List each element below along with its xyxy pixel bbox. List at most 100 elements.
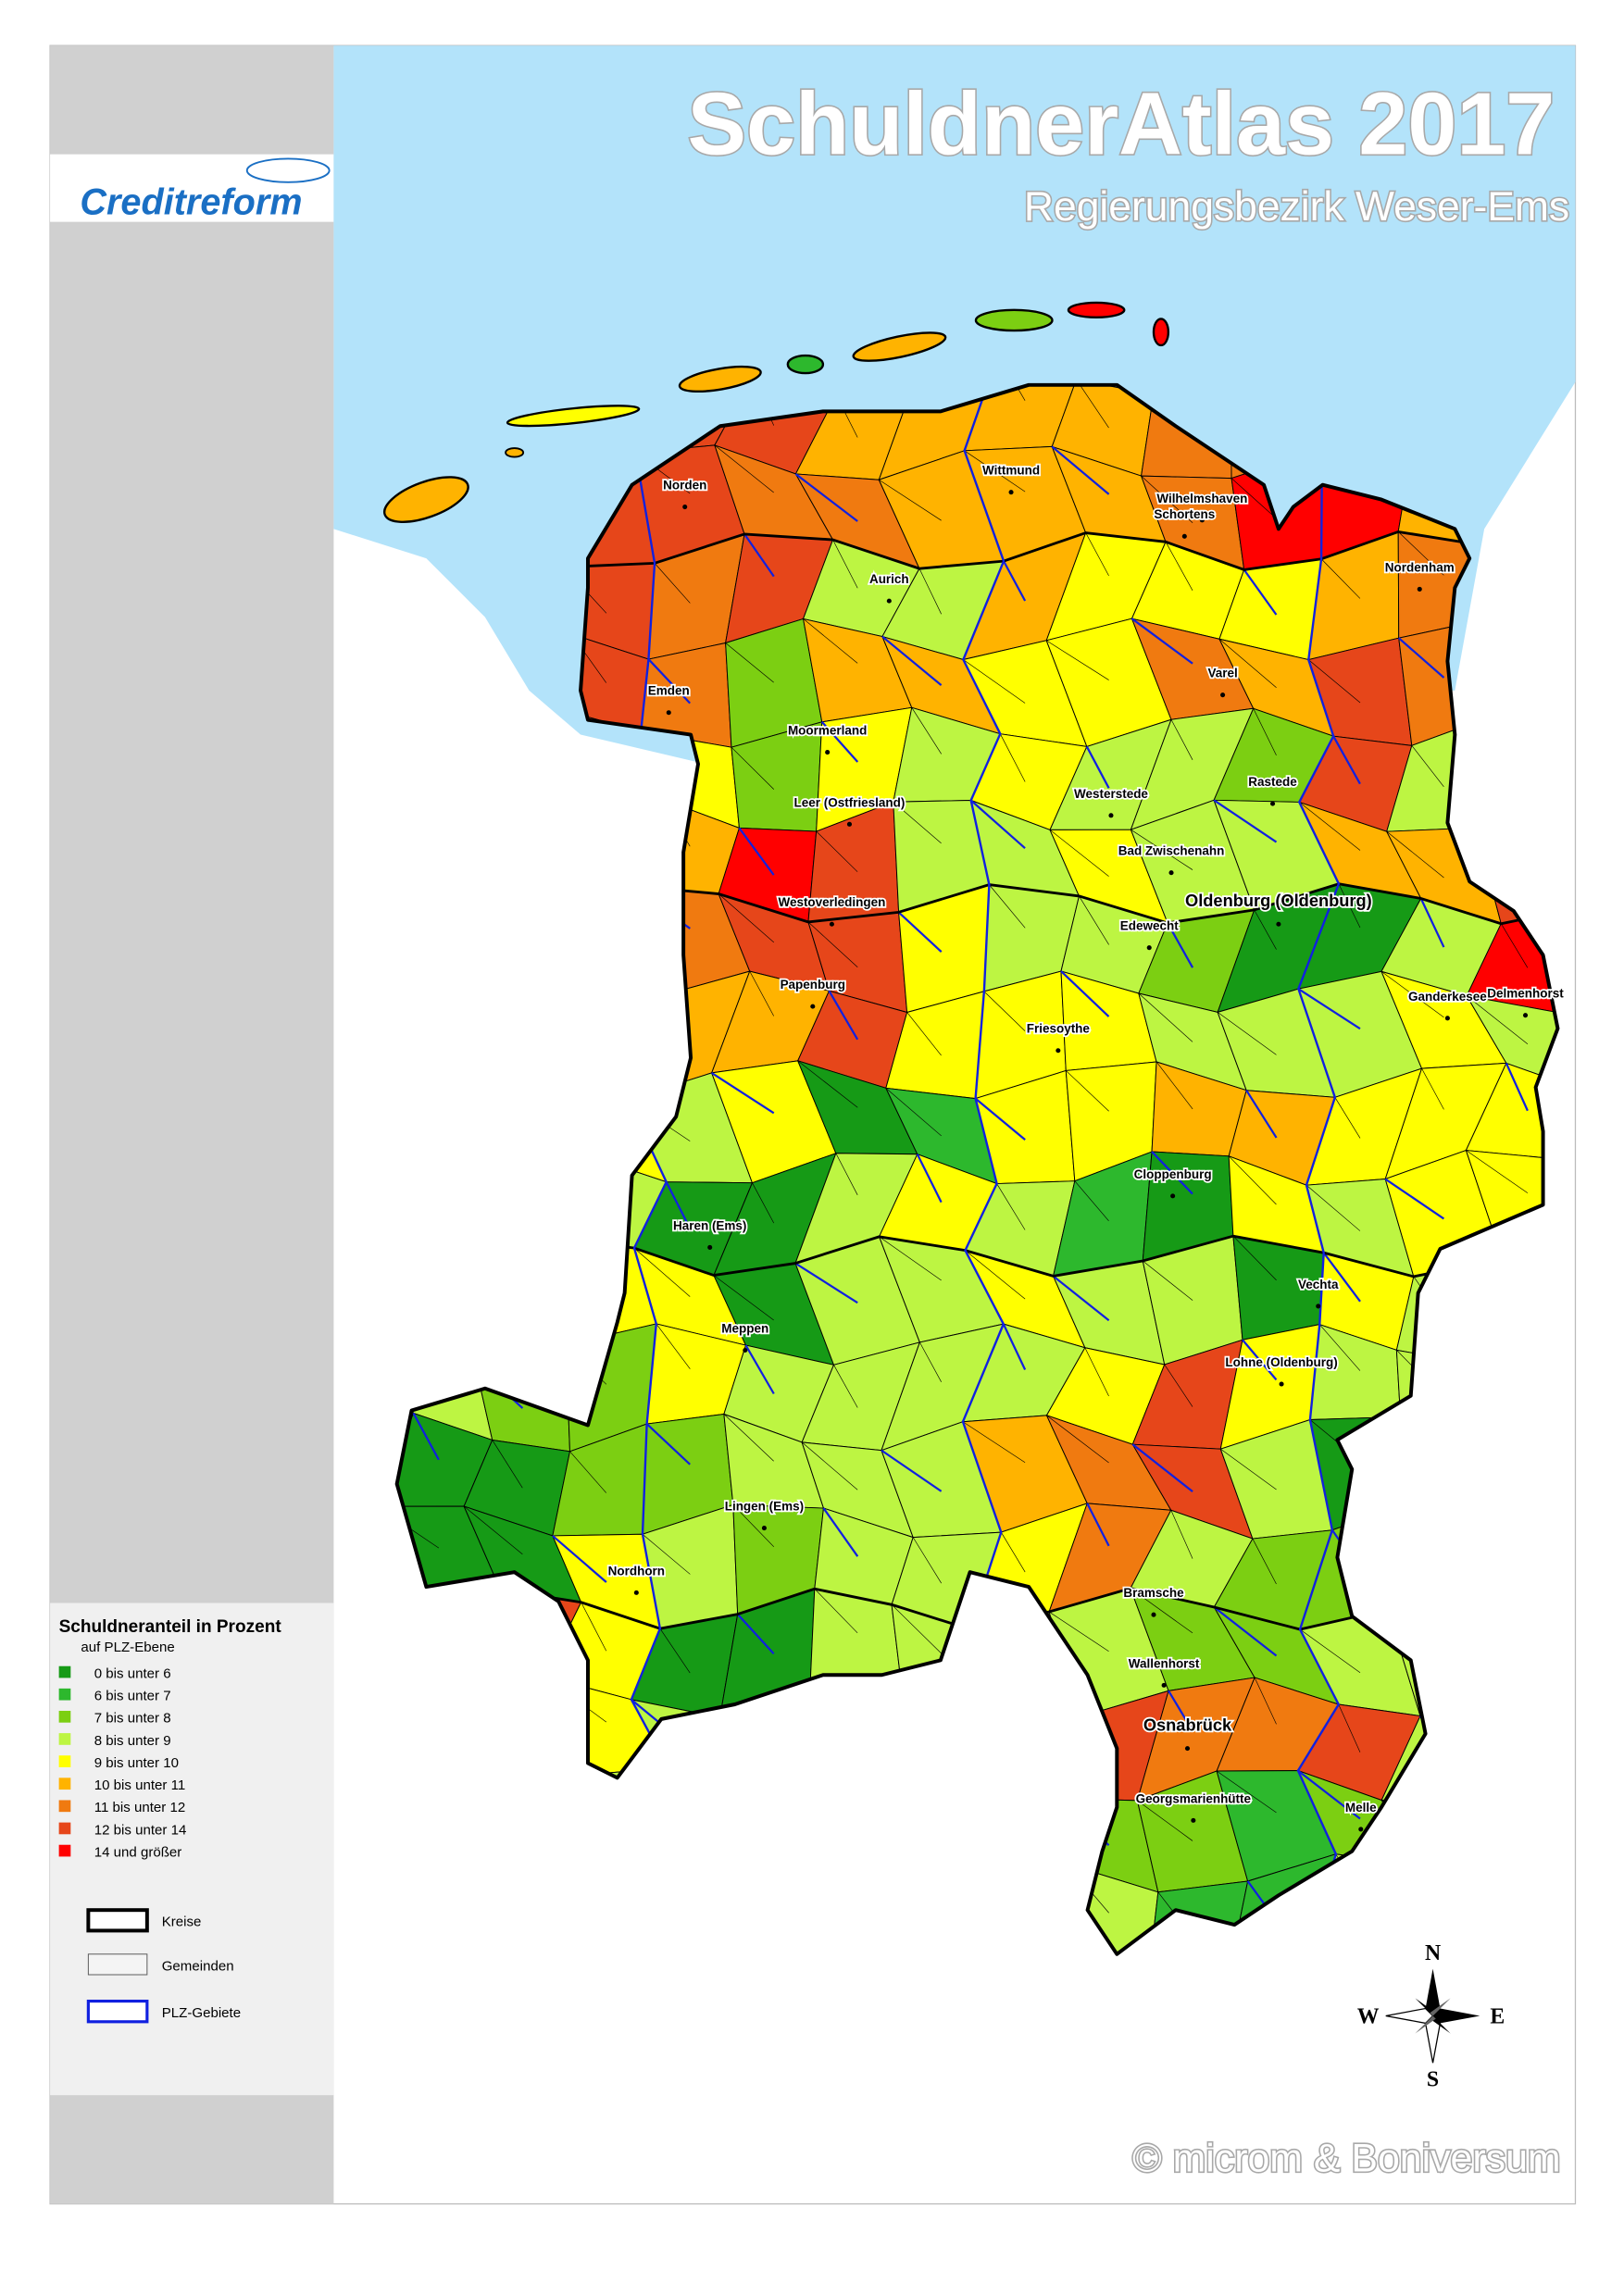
border-line [1254, 1677, 1277, 1725]
border-line [965, 1250, 1026, 1300]
border-line [659, 1628, 691, 1674]
legend-boundary: Kreise [162, 1915, 202, 1930]
legend-swatch [58, 1755, 71, 1767]
place-label: Wallenhorst [1129, 1656, 1200, 1670]
island [974, 308, 1054, 332]
border-line [1138, 992, 1193, 1042]
legend-gemeinden-swatch [87, 1953, 148, 1976]
legend-label: 6 bis unter 7 [94, 1689, 171, 1704]
border-line [906, 1012, 942, 1056]
border-line [807, 921, 858, 967]
border-line [723, 1414, 774, 1462]
legend-kreise-swatch [86, 1908, 149, 1933]
place-label: Georgsmarienhütte [1136, 1791, 1252, 1805]
border-line [881, 635, 943, 686]
border-line [963, 659, 1026, 704]
compass-north: N [1425, 1941, 1441, 1965]
island [505, 447, 525, 458]
border-line [964, 450, 1026, 493]
place-dot [829, 921, 834, 927]
border-line [879, 1236, 942, 1281]
border-line [1131, 617, 1193, 665]
border-line [552, 1535, 607, 1583]
border-line [1320, 558, 1361, 599]
place-label: Emden [648, 684, 690, 698]
border-line [714, 444, 774, 493]
compass-west: W [1357, 2004, 1380, 2028]
border-line [1332, 735, 1361, 785]
place-dot [1170, 1193, 1176, 1199]
border-line [1319, 1324, 1361, 1371]
legend-swatch [58, 1800, 71, 1813]
place-dot [1008, 490, 1014, 495]
legend-swatch [58, 1733, 71, 1745]
place-dot [1108, 813, 1114, 818]
border-line [642, 1533, 691, 1575]
border-line [1048, 1611, 1109, 1652]
border-line [983, 991, 1026, 1031]
legend-subtitle: auf PLZ-Ebene [81, 1640, 174, 1655]
place-dot [1199, 518, 1205, 523]
border-line [803, 618, 858, 664]
island [506, 405, 641, 428]
border-line [656, 1323, 691, 1369]
place-label: Westoverledingen [778, 895, 885, 909]
place-label: Nordenham [1385, 560, 1455, 574]
legend-swatch [58, 1844, 71, 1857]
border-line [1308, 659, 1361, 704]
compass-east: E [1490, 2004, 1505, 2028]
border-line [1252, 1538, 1277, 1585]
border-line [1419, 898, 1445, 948]
legend-title: Schuldneranteil in Prozent [59, 1617, 282, 1637]
place-label: Nordhorn [608, 1564, 665, 1578]
border-line [1411, 745, 1444, 787]
border-line [633, 1247, 691, 1297]
title: SchuldnerAtlas 2017 [688, 76, 1555, 174]
border-line [1084, 1347, 1109, 1397]
border-line [891, 1604, 942, 1654]
border-line [1230, 478, 1277, 519]
border-line [1130, 1588, 1193, 1634]
place-dot [743, 1347, 748, 1353]
place-label: Friesoythe [1027, 1022, 1091, 1036]
legend-swatch [58, 1777, 71, 1790]
border-line [1386, 830, 1444, 879]
border-line [918, 568, 942, 615]
place-dot [1316, 1303, 1321, 1309]
logo-emblem [245, 157, 331, 183]
border-line [1051, 445, 1110, 495]
place-dot [682, 504, 688, 510]
border-line [885, 1088, 942, 1137]
border-line [833, 1365, 858, 1408]
place-dot [1161, 1682, 1167, 1688]
legend-label: 14 und größer [94, 1844, 182, 1860]
place-label: Cloppenburg [1134, 1167, 1212, 1181]
legend-label: 10 bis unter 11 [94, 1777, 186, 1793]
border-line [1143, 1260, 1193, 1301]
place-label: Aurich [869, 572, 909, 586]
border-line [711, 1071, 775, 1115]
compass-arm [1432, 2008, 1480, 2024]
border-line [1232, 1235, 1277, 1281]
district-border [626, 384, 670, 1954]
legend-swatch [58, 1822, 71, 1835]
place-dot [1146, 945, 1152, 951]
border-line [463, 1505, 523, 1555]
place-dot [666, 710, 671, 716]
border-line [828, 990, 859, 1041]
place-label: Ganderkesee [1408, 990, 1487, 1004]
border-line [1243, 568, 1278, 616]
border-line [881, 1449, 943, 1492]
border-line [1086, 1503, 1110, 1547]
place-label: Bad Zwischenahn [1118, 844, 1225, 858]
border-line [1505, 1062, 1529, 1112]
border-line [744, 1344, 775, 1395]
place-label: Westerstede [1074, 787, 1148, 801]
border-line [654, 563, 691, 604]
legend-swatch [58, 1665, 71, 1678]
border-line [581, 1602, 607, 1652]
border-line [1466, 995, 1529, 1045]
place-label: Delmenhorst [1487, 987, 1564, 1001]
